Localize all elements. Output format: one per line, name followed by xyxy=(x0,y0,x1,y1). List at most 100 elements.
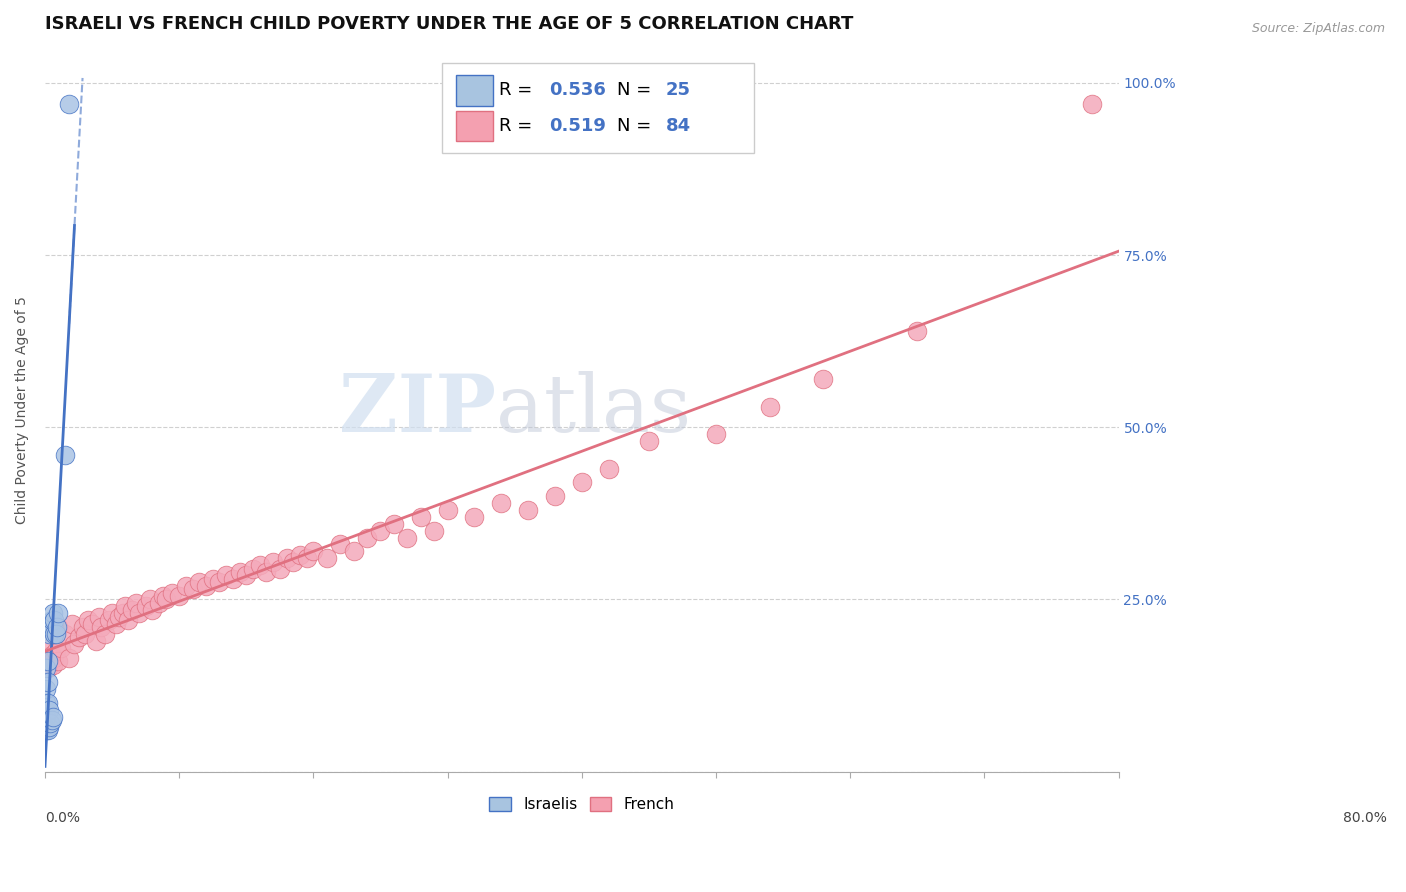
FancyBboxPatch shape xyxy=(456,111,492,141)
Point xyxy=(141,603,163,617)
Point xyxy=(44,651,66,665)
Point xyxy=(571,475,593,490)
Point xyxy=(111,607,134,621)
Point xyxy=(235,568,257,582)
Point xyxy=(181,582,204,597)
Point xyxy=(77,613,100,627)
Point xyxy=(44,627,66,641)
Point xyxy=(152,589,174,603)
Point xyxy=(128,607,150,621)
Point xyxy=(343,544,366,558)
Point xyxy=(38,720,60,734)
Point xyxy=(41,613,63,627)
Point xyxy=(45,627,67,641)
Point xyxy=(283,555,305,569)
Point xyxy=(37,696,59,710)
Point xyxy=(67,631,90,645)
Point xyxy=(72,620,94,634)
Point xyxy=(75,627,97,641)
Point xyxy=(38,640,60,655)
Point xyxy=(58,651,80,665)
Y-axis label: Child Poverty Under the Age of 5: Child Poverty Under the Age of 5 xyxy=(15,296,30,524)
Point xyxy=(53,627,76,641)
Point xyxy=(38,703,60,717)
Point xyxy=(162,585,184,599)
Point xyxy=(117,613,139,627)
Point xyxy=(38,627,60,641)
Text: 25: 25 xyxy=(665,81,690,99)
Point xyxy=(49,640,72,655)
Text: 80.0%: 80.0% xyxy=(1343,812,1386,825)
Point xyxy=(758,400,780,414)
Point xyxy=(35,661,58,675)
Point xyxy=(1080,96,1102,111)
Point xyxy=(39,620,62,634)
Point xyxy=(44,613,66,627)
Point xyxy=(42,607,65,621)
Point xyxy=(48,607,70,621)
Point xyxy=(174,579,197,593)
Point xyxy=(295,551,318,566)
Text: 0.519: 0.519 xyxy=(550,117,606,135)
Point xyxy=(45,644,67,658)
Point xyxy=(41,648,63,662)
Point xyxy=(37,655,59,669)
Point xyxy=(135,599,157,614)
Point xyxy=(155,592,177,607)
Point xyxy=(396,531,419,545)
Point xyxy=(544,489,567,503)
Point xyxy=(58,96,80,111)
Point xyxy=(463,509,485,524)
Point xyxy=(315,551,337,566)
Point xyxy=(195,579,218,593)
Point xyxy=(39,716,62,731)
Point xyxy=(35,681,58,696)
Point xyxy=(39,655,62,669)
Text: N =: N = xyxy=(617,117,657,135)
Point xyxy=(356,531,378,545)
Point xyxy=(813,372,835,386)
Point xyxy=(228,565,250,579)
Point xyxy=(37,661,59,675)
Point xyxy=(46,620,69,634)
Text: N =: N = xyxy=(617,81,657,99)
Point xyxy=(167,589,190,603)
Point xyxy=(101,607,124,621)
Point xyxy=(42,709,65,723)
Point xyxy=(35,709,58,723)
Point xyxy=(98,613,121,627)
Point xyxy=(114,599,136,614)
Point xyxy=(491,496,513,510)
Text: 0.536: 0.536 xyxy=(550,81,606,99)
Point xyxy=(37,723,59,738)
Point xyxy=(63,637,86,651)
Point xyxy=(80,616,103,631)
Point xyxy=(262,555,284,569)
Point xyxy=(107,609,129,624)
Point xyxy=(125,596,148,610)
Point xyxy=(35,723,58,738)
FancyBboxPatch shape xyxy=(456,75,492,105)
Point xyxy=(598,461,620,475)
Point xyxy=(242,561,264,575)
Point xyxy=(222,572,245,586)
Point xyxy=(41,713,63,727)
Point xyxy=(370,524,392,538)
Point xyxy=(517,503,540,517)
Text: R =: R = xyxy=(499,81,538,99)
Text: atlas: atlas xyxy=(496,371,690,449)
Point xyxy=(48,655,70,669)
Point xyxy=(35,696,58,710)
Point xyxy=(87,609,110,624)
Text: 0.0%: 0.0% xyxy=(45,812,80,825)
Point xyxy=(276,551,298,566)
Point xyxy=(53,448,76,462)
Point xyxy=(423,524,446,538)
Text: ZIP: ZIP xyxy=(339,371,496,449)
Point xyxy=(94,627,117,641)
Point xyxy=(288,548,311,562)
Text: Source: ZipAtlas.com: Source: ZipAtlas.com xyxy=(1251,22,1385,36)
Point xyxy=(215,568,238,582)
Point xyxy=(138,592,160,607)
Point xyxy=(188,575,211,590)
